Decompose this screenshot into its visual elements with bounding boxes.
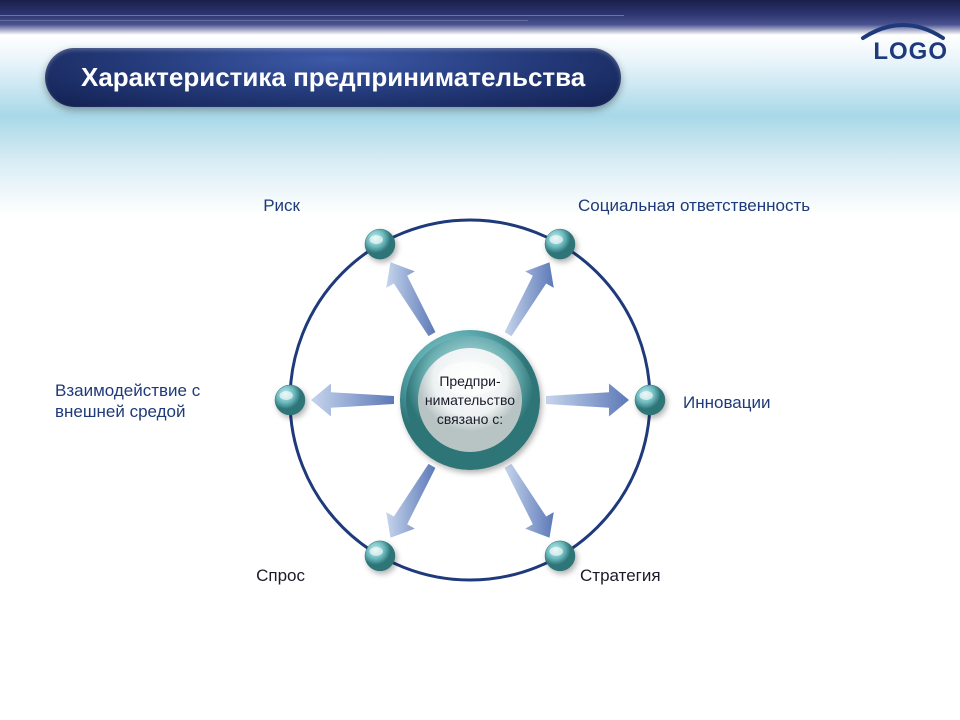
diagram-node <box>365 541 395 571</box>
arrow <box>386 464 435 538</box>
node-label: Стратегия <box>580 565 661 586</box>
diagram-node <box>365 229 395 259</box>
radial-diagram <box>0 0 960 720</box>
diagram-node <box>275 385 305 415</box>
arrow <box>386 262 435 336</box>
node-label: Спрос <box>105 565 305 586</box>
node-label: Социальная ответственность <box>578 195 810 216</box>
hub-label: Предпри-нимательствосвязано с: <box>418 372 522 429</box>
arrow <box>311 384 394 417</box>
arrow <box>546 384 629 417</box>
node-label: Риск <box>100 195 300 216</box>
node-label: Инновации <box>683 392 770 413</box>
diagram-node <box>545 541 575 571</box>
node-label: Взаимодействие свнешней средой <box>55 380 200 423</box>
arrow <box>505 464 554 538</box>
diagram-node <box>545 229 575 259</box>
diagram-node <box>635 385 665 415</box>
arrow <box>505 262 554 336</box>
